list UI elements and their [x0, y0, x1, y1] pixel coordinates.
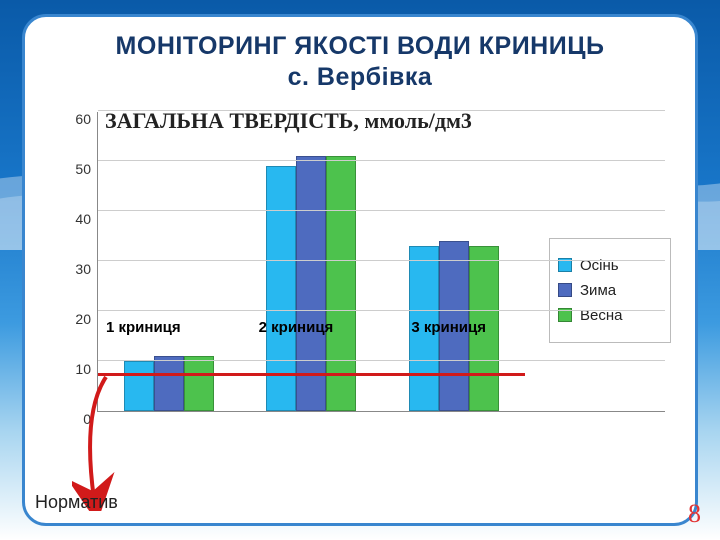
y-tick-label: 40 [75, 211, 91, 227]
bar-groups [98, 112, 525, 411]
category-label: 2 криниця [259, 319, 334, 336]
category-labels: 1 криниця 2 криниця 3 криниця [67, 319, 525, 336]
y-tick-label: 60 [75, 111, 91, 127]
content-card: МОНІТОРИНГ ЯКОСТІ ВОДИ КРИНИЦЬ с. Вербів… [22, 14, 698, 526]
y-tick-label: 50 [75, 161, 91, 177]
legend-item: Зима [558, 282, 662, 299]
norm-line [98, 373, 525, 376]
gridline [98, 360, 665, 361]
bar-group [124, 356, 214, 411]
gridline [98, 210, 665, 211]
y-axis: 0102030405060 [55, 112, 97, 412]
legend-label: Зима [580, 282, 616, 299]
title-line-2: с. Вербівка [288, 63, 433, 91]
gridline [98, 310, 665, 311]
gridline [98, 260, 665, 261]
legend: ОсіньЗимаВесна [549, 238, 671, 343]
slide-title: МОНІТОРИНГ ЯКОСТІ ВОДИ КРИНИЦЬ с. Вербів… [55, 31, 665, 94]
norm-label: Норматив [35, 492, 118, 513]
page-number: 8 [688, 499, 701, 529]
bar [154, 356, 184, 411]
y-tick-label: 10 [75, 361, 91, 377]
bar [124, 361, 154, 411]
legend-swatch [558, 283, 572, 297]
plot-area: ОсіньЗимаВесна [97, 112, 665, 412]
title-line-1: МОНІТОРИНГ ЯКОСТІ ВОДИ КРИНИЦЬ [116, 32, 605, 60]
category-label: 1 криниця [106, 319, 181, 336]
y-tick-label: 0 [83, 411, 91, 427]
y-tick-label: 30 [75, 261, 91, 277]
hardness-chart: ЗАГАЛЬНА ТВЕРДІСТЬ, ммоль/дм3 0102030405… [55, 112, 665, 412]
gridline [98, 110, 665, 111]
gridline [98, 160, 665, 161]
category-label: 3 криниця [411, 319, 486, 336]
bar [184, 356, 214, 411]
